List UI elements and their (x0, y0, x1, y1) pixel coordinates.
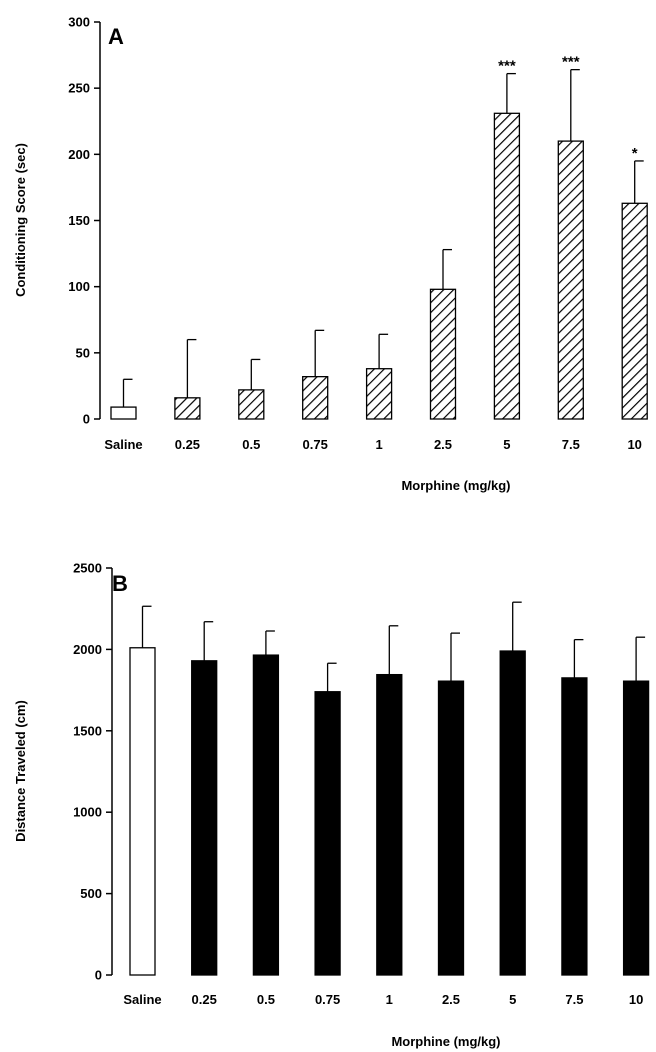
y-tick-label: 150 (68, 213, 90, 228)
bar (238, 389, 265, 420)
bar (493, 112, 521, 420)
bar (302, 376, 329, 420)
x-tick-label: Saline (123, 992, 161, 1007)
x-tick-label: 1 (386, 992, 393, 1007)
x-tick-label: 10 (627, 437, 641, 452)
y-tick-label: 100 (68, 279, 90, 294)
x-tick-label: 5 (509, 992, 516, 1007)
x-tick-label: 10 (629, 992, 643, 1007)
y-tick-label: 300 (68, 15, 90, 30)
bar (429, 288, 457, 420)
bar (561, 677, 588, 976)
significance-label: *** (562, 54, 580, 71)
x-tick-label: 0.75 (303, 437, 328, 452)
x-tick-label: 0.25 (192, 992, 217, 1007)
y-tick-label: 0 (83, 412, 90, 427)
y-tick-label: 500 (80, 886, 102, 901)
y-tick-label: 2500 (73, 561, 102, 576)
bar (129, 647, 156, 976)
y-tick-label: 250 (68, 81, 90, 96)
x-tick-label: 2.5 (434, 437, 452, 452)
panel-B: 0 500 1000 1500 2000 2500 Distance Traveled (c… (13, 561, 650, 1049)
x-tick-label: 0.75 (315, 992, 340, 1007)
y-tick-label: 2000 (73, 642, 102, 657)
significance-label: *** (498, 58, 516, 75)
x-tick-label: 2.5 (442, 992, 460, 1007)
significance-label: * (632, 145, 638, 162)
x-tick-label: 0.5 (257, 992, 275, 1007)
y-axis-label: Distance Traveled (cm) (13, 700, 28, 842)
x-tick-label: Saline (104, 437, 142, 452)
bar (365, 368, 393, 420)
x-tick-label: 7.5 (562, 437, 580, 452)
bar (314, 691, 341, 976)
x-axis-label: Morphine (mg/kg) (401, 478, 510, 493)
bar (174, 397, 201, 420)
bar (622, 680, 650, 976)
y-tick-label: 1000 (73, 805, 102, 820)
y-tick-label: 1500 (73, 723, 102, 738)
x-tick-label: 0.25 (175, 437, 200, 452)
x-tick-label: 7.5 (565, 992, 583, 1007)
x-tick-label: 1 (375, 437, 382, 452)
panel-label: A (108, 24, 124, 49)
y-tick-label: 50 (76, 345, 90, 360)
bar (621, 202, 648, 420)
x-tick-label: 5 (503, 437, 510, 452)
bar (252, 654, 280, 976)
bar (499, 650, 526, 976)
y-tick-label: 200 (68, 147, 90, 162)
bar (110, 406, 137, 420)
y-axis-label: Conditioning Score (sec) (13, 143, 28, 297)
bar (557, 140, 584, 420)
x-axis-label: Morphine (mg/kg) (391, 1034, 500, 1049)
bar (191, 660, 218, 976)
panel-A: 0 50 100 150 200 250 300 Conditioning Score (se… (13, 15, 648, 493)
y-tick-label: 0 (95, 968, 102, 983)
bar (437, 680, 465, 976)
bar (376, 673, 403, 976)
panel-label: B (112, 571, 128, 596)
x-tick-label: 0.5 (242, 437, 260, 452)
